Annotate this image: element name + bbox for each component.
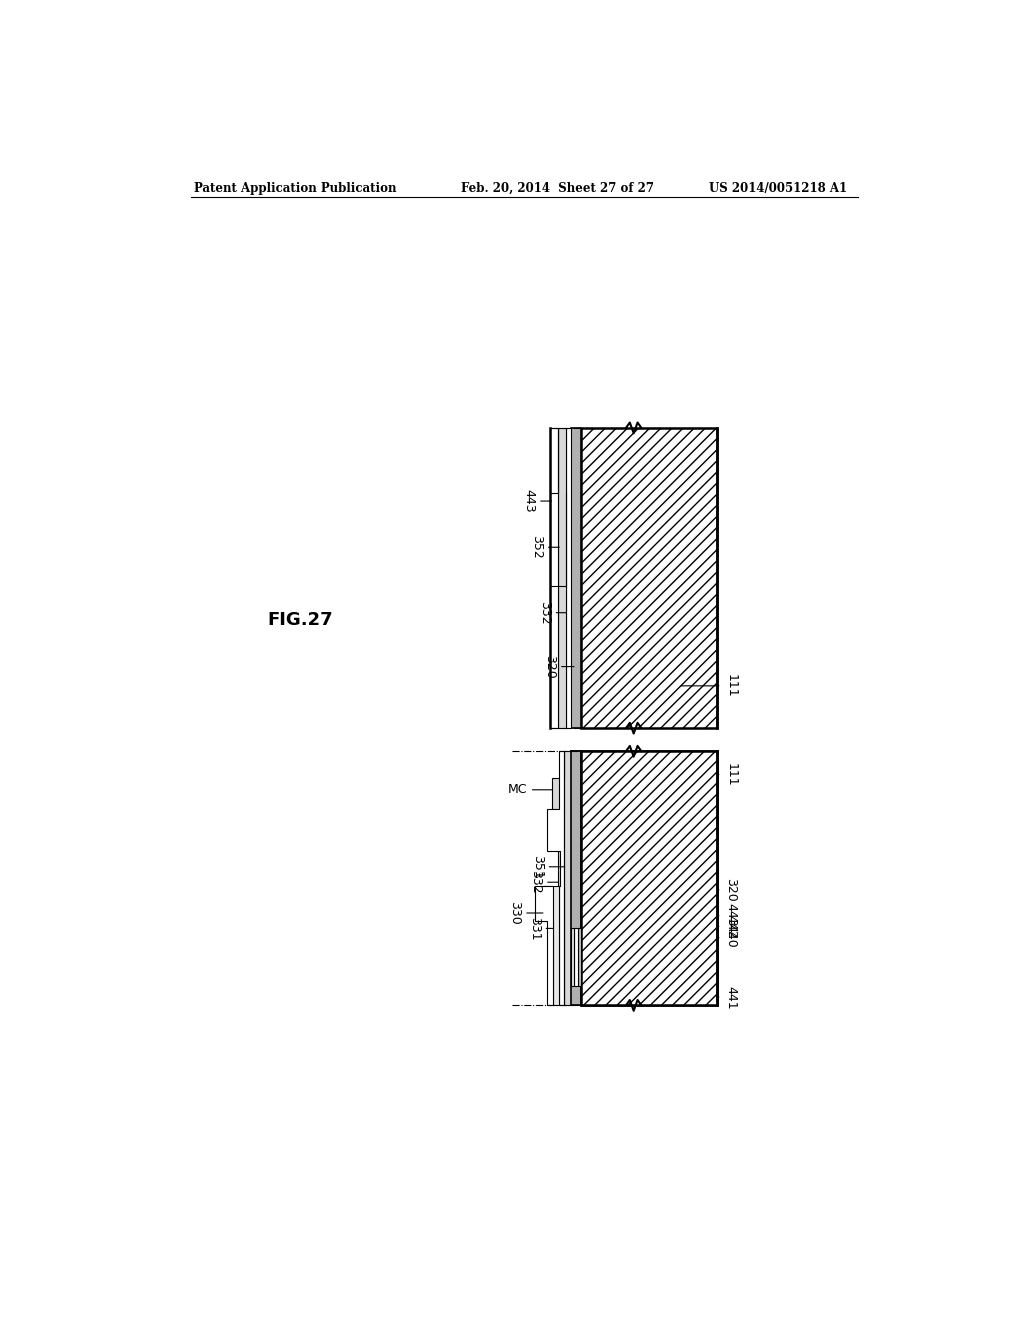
Polygon shape	[535, 886, 554, 1006]
Bar	[566, 428, 571, 729]
Polygon shape	[547, 751, 564, 1006]
Text: 331: 331	[527, 916, 553, 940]
Text: 352: 352	[530, 536, 559, 560]
Bar	[574, 928, 578, 986]
Bar	[550, 428, 558, 729]
Bar	[578, 928, 582, 986]
Text: 351: 351	[530, 855, 564, 879]
Text: 111: 111	[681, 675, 737, 698]
Text: 320: 320	[543, 655, 573, 678]
Text: MC: MC	[507, 783, 552, 796]
Text: 330: 330	[508, 902, 543, 925]
Text: 332: 332	[538, 601, 566, 624]
Text: 443: 443	[583, 903, 737, 927]
Bar	[570, 928, 574, 986]
Text: Patent Application Publication: Patent Application Publication	[194, 182, 396, 194]
Text: FIG.27: FIG.27	[267, 611, 333, 630]
Bar	[582, 751, 717, 1006]
Text: 111: 111	[681, 763, 737, 787]
Text: 320: 320	[681, 878, 737, 902]
Text: 442: 442	[579, 915, 737, 939]
Text: US 2014/0051218 A1: US 2014/0051218 A1	[710, 182, 848, 194]
Text: 443: 443	[522, 490, 552, 513]
Bar	[582, 428, 717, 729]
Bar	[558, 428, 566, 729]
Polygon shape	[552, 751, 571, 1006]
Polygon shape	[541, 886, 559, 1006]
Bar	[571, 428, 582, 729]
Bar	[571, 751, 582, 1006]
Text: 440: 440	[578, 924, 737, 957]
Bar	[571, 751, 582, 1006]
Text: Feb. 20, 2014  Sheet 27 of 27: Feb. 20, 2014 Sheet 27 of 27	[461, 182, 654, 194]
Text: 441: 441	[575, 986, 737, 1010]
Text: 332: 332	[529, 870, 558, 894]
Bar	[582, 751, 717, 1006]
